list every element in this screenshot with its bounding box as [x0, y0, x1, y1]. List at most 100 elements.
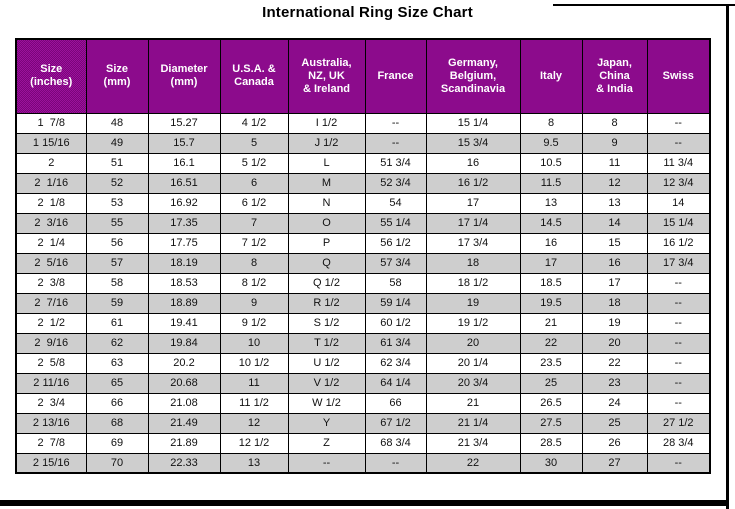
cell: 21 3/4: [425, 432, 521, 454]
cell: 17: [581, 272, 648, 294]
table-row: 2 15/16 70 22.33 13 -- -- 22 30 27 --: [15, 452, 711, 474]
cell: 18 1/2: [425, 272, 521, 294]
cell: 69: [85, 432, 149, 454]
top-border-line: [553, 4, 735, 6]
cell: 55: [85, 212, 149, 234]
cell: 49: [85, 132, 149, 154]
cell: 52 3/4: [364, 172, 427, 194]
header-row: Size (inches) Size (mm) Diameter (mm) U.S.A…: [15, 38, 711, 114]
column-header-8: Japan, China & India: [581, 38, 648, 114]
cell: 11 3/4: [646, 152, 711, 174]
column-header-4: Australia, NZ, UK & Ireland: [287, 38, 366, 114]
cell: --: [364, 112, 427, 134]
cell: 7 1/2: [219, 232, 289, 254]
cell: 9.5: [519, 132, 583, 154]
cell: 19.5: [519, 292, 583, 314]
cell: 7: [219, 212, 289, 234]
cell: 17 3/4: [646, 252, 711, 274]
cell: 19: [425, 292, 521, 314]
cell: 8: [519, 112, 583, 134]
column-header-6: Germany, Belgium, Scandinavia: [425, 38, 521, 114]
cell: 17: [519, 252, 583, 274]
cell: 9 1/2: [219, 312, 289, 334]
cell: 11: [219, 372, 289, 394]
cell: 2 5/16: [15, 252, 87, 274]
cell: 64 1/4: [364, 372, 427, 394]
cell: V 1/2: [287, 372, 366, 394]
cell: 20 3/4: [425, 372, 521, 394]
cell: 61 3/4: [364, 332, 427, 354]
cell: 63: [85, 352, 149, 374]
cell: R 1/2: [287, 292, 366, 314]
cell: 16: [425, 152, 521, 174]
cell: --: [646, 452, 711, 474]
cell: M: [287, 172, 366, 194]
cell: 9: [581, 132, 648, 154]
cell: 19 1/2: [425, 312, 521, 334]
cell: 19.84: [147, 332, 221, 354]
table-row: 1 7/8 48 15.27 4 1/2 I 1/2 -- 15 1/4 8 8 --: [15, 112, 711, 134]
cell: 15.7: [147, 132, 221, 154]
cell: 27 1/2: [646, 412, 711, 434]
cell: Q 1/2: [287, 272, 366, 294]
cell: 51: [85, 152, 149, 174]
cell: 14: [581, 212, 648, 234]
cell: 57 3/4: [364, 252, 427, 274]
cell: 16 1/2: [646, 232, 711, 254]
cell: 18.53: [147, 272, 221, 294]
cell: 17.35: [147, 212, 221, 234]
cell: 8 1/2: [219, 272, 289, 294]
table-body: 1 7/8 48 15.27 4 1/2 I 1/2 -- 15 1/4 8 8 -- 1 15/1…: [15, 112, 711, 474]
cell: 17.75: [147, 232, 221, 254]
cell: 57: [85, 252, 149, 274]
page-title: International Ring Size Chart: [262, 4, 473, 21]
cell: 15 1/4: [425, 112, 521, 134]
cell: 17: [425, 192, 521, 214]
cell: 58: [364, 272, 427, 294]
cell: 24: [581, 392, 648, 414]
cell: 10.5: [519, 152, 583, 174]
cell: --: [646, 392, 711, 414]
cell: 23: [581, 372, 648, 394]
cell: 55 1/4: [364, 212, 427, 234]
cell: W 1/2: [287, 392, 366, 414]
table-row: 2 5/16 57 18.19 8 Q 57 3/4 18 17 16 17 3/4: [15, 252, 711, 274]
cell: 65: [85, 372, 149, 394]
cell: 59 1/4: [364, 292, 427, 314]
cell: --: [646, 272, 711, 294]
cell: 8: [581, 112, 648, 134]
cell: 6: [219, 172, 289, 194]
cell: 2 7/8: [15, 432, 87, 454]
cell: 68: [85, 412, 149, 434]
cell: T 1/2: [287, 332, 366, 354]
cell: 2 3/4: [15, 392, 87, 414]
cell: --: [646, 372, 711, 394]
cell: Y: [287, 412, 366, 434]
cell: Q: [287, 252, 366, 274]
cell: 51 3/4: [364, 152, 427, 174]
cell: 13: [519, 192, 583, 214]
cell: 2 1/16: [15, 172, 87, 194]
cell: 1 15/16: [15, 132, 87, 154]
cell: 68 3/4: [364, 432, 427, 454]
cell: 22: [581, 352, 648, 374]
cell: 17 1/4: [425, 212, 521, 234]
cell: 66: [85, 392, 149, 414]
cell: 20.68: [147, 372, 221, 394]
table-row: 2 3/16 55 17.35 7 O 55 1/4 17 1/4 14.5 14 15 1/4: [15, 212, 711, 234]
table-row: 2 3/4 66 21.08 11 1/2 W 1/2 66 21 26.5 24 --: [15, 392, 711, 414]
cell: 21 1/4: [425, 412, 521, 434]
right-border-line: [726, 4, 729, 509]
table-header: Size (inches) Size (mm) Diameter (mm) U.S.A…: [15, 38, 711, 114]
cell: 16: [519, 232, 583, 254]
cell: 27.5: [519, 412, 583, 434]
cell: 2 3/16: [15, 212, 87, 234]
cell: 19.41: [147, 312, 221, 334]
cell: 23.5: [519, 352, 583, 374]
bottom-border-line: [0, 500, 729, 506]
cell: 10 1/2: [219, 352, 289, 374]
cell: 12: [581, 172, 648, 194]
cell: 2 3/8: [15, 272, 87, 294]
column-header-7: Italy: [519, 38, 583, 114]
cell: 53: [85, 192, 149, 214]
